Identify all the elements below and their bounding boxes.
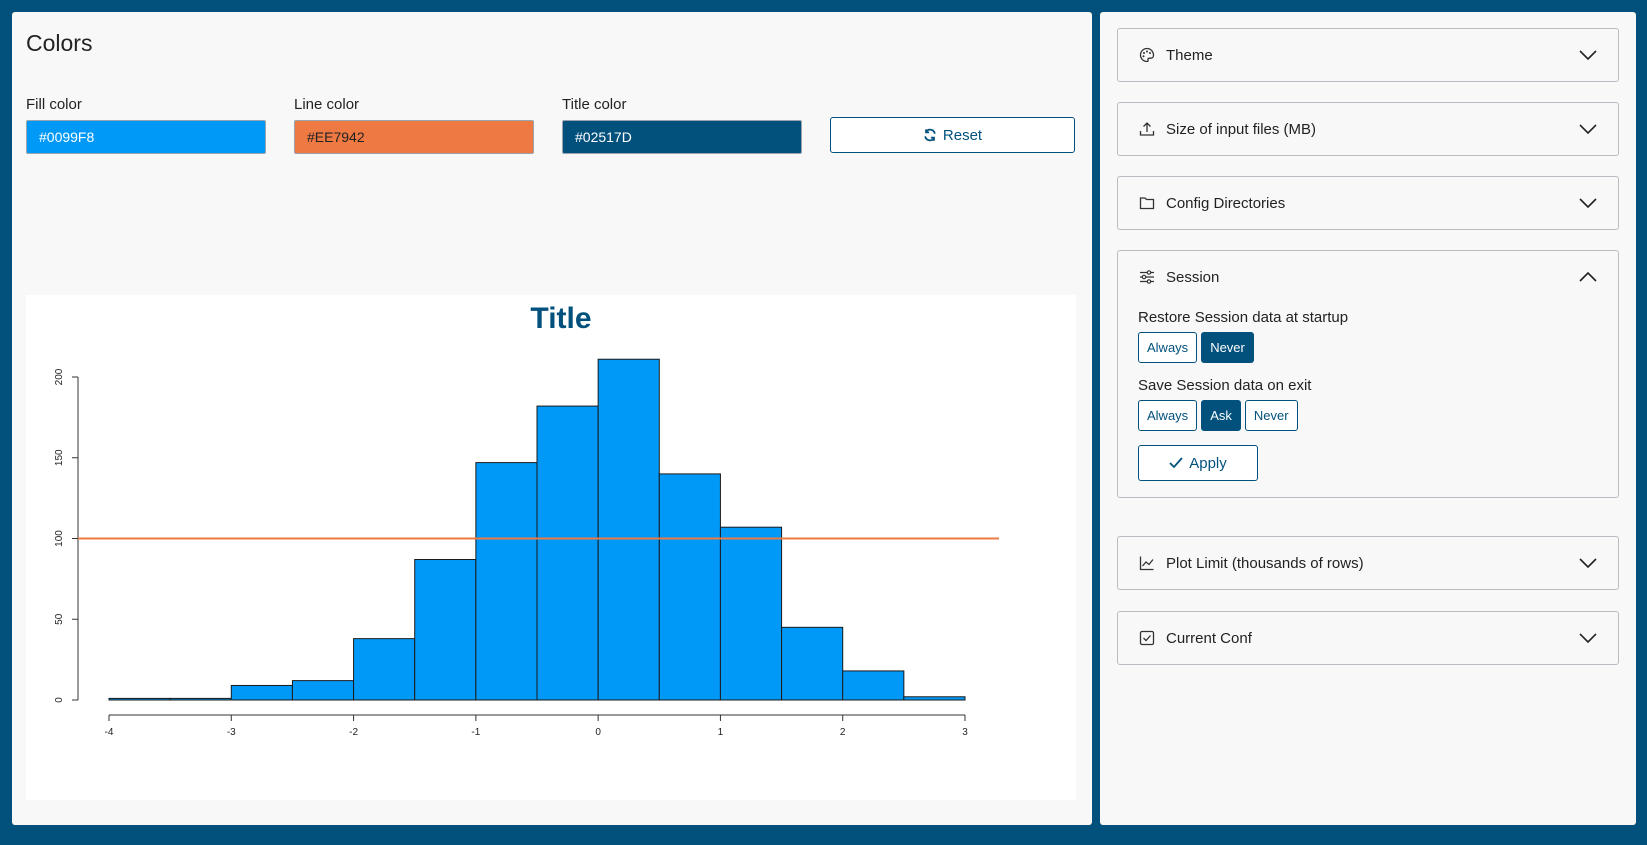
- x-tick-label: 2: [840, 727, 846, 738]
- histogram-bar: [353, 638, 416, 701]
- fill-color-label: Fill color: [26, 96, 82, 113]
- check-icon: [1169, 457, 1183, 469]
- restore-session-group: Always Never: [1138, 332, 1598, 363]
- y-tick-label: 0: [54, 697, 65, 703]
- session-body: Restore Session data at startup Always N…: [1118, 309, 1618, 497]
- colors-panel: Colors Fill color Line color Title color…: [12, 12, 1092, 825]
- plot-limit-section: Plot Limit (thousands of rows): [1117, 536, 1619, 590]
- config-header[interactable]: Config Directories: [1118, 177, 1618, 229]
- chart-title: Title: [530, 302, 591, 335]
- restore-never-button[interactable]: Never: [1201, 332, 1254, 363]
- size-section: Size of input files (MB): [1117, 102, 1619, 156]
- histogram-chart: Title 0 50 100 150 200 -4 -3 -2 -1 0 1 2 3: [26, 295, 1076, 800]
- current-conf-label: Current Conf: [1166, 629, 1252, 647]
- upload-icon: [1138, 120, 1156, 138]
- y-tick-label: 100: [54, 530, 65, 547]
- title-color-label: Title color: [562, 96, 627, 113]
- line-chart-icon: [1138, 554, 1156, 572]
- line-color-label: Line color: [294, 96, 360, 113]
- histogram-bar: [658, 473, 721, 701]
- chevron-down-icon: [1578, 122, 1598, 136]
- chevron-down-icon: [1578, 48, 1598, 62]
- chevron-down-icon: [1578, 196, 1598, 210]
- current-conf-section: Current Conf: [1117, 611, 1619, 665]
- chevron-down-icon: [1578, 556, 1598, 570]
- refresh-icon: [923, 128, 937, 142]
- reset-label: Reset: [942, 126, 983, 144]
- save-always-button[interactable]: Always: [1138, 400, 1198, 431]
- reset-button[interactable]: Reset: [830, 117, 1075, 153]
- histogram-bar: [291, 680, 355, 701]
- sliders-icon: [1138, 268, 1156, 286]
- histogram-bar: [842, 670, 905, 701]
- colors-title: Colors: [26, 30, 93, 56]
- y-axis: 0 50 100 150 200: [54, 368, 79, 703]
- x-tick-label: 0: [595, 727, 601, 738]
- plot-limit-label: Plot Limit (thousands of rows): [1166, 554, 1364, 572]
- size-label: Size of input files (MB): [1166, 120, 1317, 138]
- bars-group: [108, 358, 966, 701]
- x-tick-label: -3: [227, 727, 236, 738]
- y-tick-label: 150: [54, 449, 65, 466]
- theme-label: Theme: [1166, 46, 1213, 64]
- palette-icon: [1138, 46, 1156, 64]
- session-label: Session: [1166, 268, 1220, 286]
- title-color-input[interactable]: [562, 120, 802, 154]
- histogram-bar: [597, 358, 660, 701]
- histogram-bar: [719, 526, 783, 701]
- histogram-svg: Title 0 50 100 150 200 -4 -3 -2 -1 0 1 2 3: [54, 302, 999, 738]
- size-header[interactable]: Size of input files (MB): [1118, 103, 1618, 155]
- chevron-down-icon: [1578, 631, 1598, 645]
- folder-icon: [1138, 194, 1156, 212]
- histogram-bar: [903, 696, 966, 701]
- histogram-bar: [475, 462, 538, 701]
- restore-session-label: Restore Session data at startup: [1138, 309, 1349, 326]
- x-tick-label: 3: [962, 727, 968, 738]
- histogram-bar: [414, 558, 477, 701]
- settings-panel: Theme Size of input files (MB) Config Di…: [1100, 12, 1636, 825]
- histogram-bar: [781, 626, 844, 701]
- restore-always-button[interactable]: Always: [1138, 332, 1198, 363]
- plot-limit-header[interactable]: Plot Limit (thousands of rows): [1118, 537, 1618, 589]
- histogram-bar: [230, 684, 293, 701]
- checkbox-icon: [1138, 629, 1156, 647]
- fill-color-input[interactable]: [26, 120, 266, 154]
- session-section: Session Restore Session data at startup …: [1117, 250, 1619, 498]
- y-tick-label: 200: [54, 368, 65, 385]
- apply-button[interactable]: Apply: [1138, 445, 1258, 481]
- session-header[interactable]: Session: [1118, 251, 1618, 303]
- histogram-bar: [536, 405, 599, 701]
- save-ask-button[interactable]: Ask: [1201, 400, 1241, 431]
- x-tick-label: -1: [471, 727, 480, 738]
- config-section: Config Directories: [1117, 176, 1619, 230]
- save-never-button[interactable]: Never: [1244, 400, 1298, 431]
- x-tick-label: -4: [105, 727, 114, 738]
- y-tick-label: 50: [54, 613, 65, 625]
- histogram-bar: [108, 697, 171, 701]
- current-conf-header[interactable]: Current Conf: [1118, 612, 1618, 664]
- line-color-input[interactable]: [294, 120, 534, 154]
- apply-label: Apply: [1189, 454, 1227, 472]
- chevron-up-icon: [1578, 270, 1598, 284]
- histogram-bar: [169, 697, 232, 701]
- save-session-label: Save Session data on exit: [1138, 377, 1312, 394]
- theme-section: Theme: [1117, 28, 1619, 82]
- x-tick-label: -2: [349, 727, 358, 738]
- x-axis: -4 -3 -2 -1 0 1 2 3: [105, 714, 968, 738]
- theme-header[interactable]: Theme: [1118, 29, 1618, 81]
- config-label: Config Directories: [1166, 194, 1286, 212]
- save-session-group: Always Ask Never: [1138, 400, 1598, 431]
- x-tick-label: 1: [718, 727, 724, 738]
